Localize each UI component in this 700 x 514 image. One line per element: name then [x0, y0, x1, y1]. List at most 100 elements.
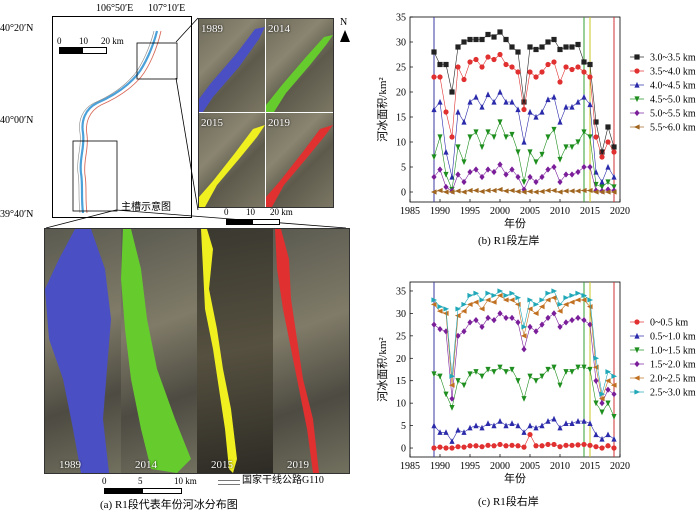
data-point	[587, 134, 593, 141]
data-point	[479, 323, 485, 330]
data-point	[491, 98, 497, 105]
data-point	[556, 189, 563, 195]
data-point	[479, 424, 485, 431]
data-point	[509, 44, 515, 50]
x-tick-label: 2015	[580, 461, 600, 472]
data-point	[568, 299, 575, 305]
data-point	[581, 163, 587, 171]
data-point	[467, 424, 473, 431]
data-point	[455, 144, 461, 151]
data-point	[455, 64, 461, 70]
data-point	[491, 168, 497, 176]
data-point	[545, 96, 551, 103]
data-point	[575, 41, 581, 48]
lon-label-2: 107°10′E	[148, 3, 186, 14]
data-point	[431, 297, 438, 303]
data-point	[479, 103, 485, 110]
data-point	[605, 124, 611, 130]
data-point	[521, 179, 527, 186]
data-point	[539, 173, 545, 181]
data-point	[485, 366, 491, 373]
data-point	[515, 319, 521, 326]
data-point	[515, 378, 521, 384]
legend-label: 3.0~3.5 km	[650, 53, 696, 64]
north-label: N	[340, 17, 348, 28]
data-point	[521, 346, 527, 353]
data-point	[443, 306, 450, 312]
data-point	[461, 76, 467, 83]
data-point	[599, 184, 605, 191]
legend-label: 0.5~1.0 km	[650, 332, 696, 343]
series-1.0~1.5 km	[431, 364, 617, 420]
data-point	[563, 319, 569, 326]
data-point	[503, 422, 509, 429]
data-point	[539, 297, 546, 303]
data-point	[545, 134, 551, 141]
inset-scale-10: 10	[79, 36, 88, 46]
legend-marker	[634, 360, 640, 368]
data-point	[478, 306, 485, 312]
data-point	[544, 297, 551, 303]
data-point	[491, 369, 497, 375]
data-point	[563, 103, 569, 110]
data-point	[449, 89, 455, 95]
data-point	[569, 292, 576, 299]
x-tick-label: 2010	[550, 461, 570, 472]
data-point	[551, 163, 557, 171]
data-point	[587, 163, 593, 171]
caption-b: (b) R1段左岸	[478, 235, 540, 247]
data-point	[569, 420, 575, 426]
data-point	[491, 317, 497, 324]
data-point	[527, 297, 534, 303]
data-point	[587, 297, 594, 303]
data-point	[437, 304, 444, 310]
data-point	[497, 288, 504, 294]
data-point	[527, 422, 533, 429]
x-tick-label: 2000	[490, 206, 510, 217]
data-point	[455, 171, 461, 178]
data-point	[473, 93, 479, 100]
data-point	[454, 188, 461, 194]
legend-marker	[634, 54, 640, 60]
data-point	[443, 391, 449, 398]
data-point	[563, 64, 569, 70]
data-point	[431, 154, 437, 161]
data-point	[610, 382, 617, 388]
data-point	[497, 88, 503, 95]
legend-marker	[634, 96, 640, 103]
data-point	[545, 441, 551, 448]
data-point	[527, 323, 533, 330]
data-point	[586, 187, 593, 194]
legend-marker	[634, 347, 640, 354]
data-point	[563, 442, 569, 448]
data-point	[467, 371, 473, 378]
big-2019: 2019	[273, 229, 349, 473]
x-tick-label: 2005	[520, 461, 540, 472]
y-tick-label: 30	[396, 309, 406, 320]
data-point	[461, 382, 467, 389]
data-point	[515, 173, 521, 181]
data-point	[569, 144, 575, 151]
data-point	[491, 56, 497, 63]
chart-b: 0 5 10 15 20 25 30 35 1985 1990 1995 2000 2005 2010 20…	[376, 13, 696, 231]
data-point	[467, 98, 473, 105]
x-tick-label: 2010	[550, 206, 570, 217]
data-point	[569, 171, 575, 178]
data-point	[473, 56, 479, 63]
data-point	[455, 108, 461, 115]
data-point	[436, 308, 443, 314]
data-point	[611, 391, 617, 398]
data-point	[545, 366, 551, 373]
data-point	[461, 429, 467, 435]
legend-marker	[634, 68, 640, 74]
data-point	[580, 297, 587, 303]
data-point	[431, 422, 437, 429]
data-point	[509, 314, 515, 321]
data-point	[496, 186, 503, 193]
data-point	[581, 441, 587, 448]
chart-c: 0 5 10 15 20 25 30 35 1985 1990 1995 2000 2005 2010 20…	[376, 281, 696, 485]
data-point	[479, 297, 486, 303]
data-point	[581, 69, 587, 75]
data-point	[599, 435, 605, 442]
x-tick-label: 1990	[430, 206, 450, 217]
